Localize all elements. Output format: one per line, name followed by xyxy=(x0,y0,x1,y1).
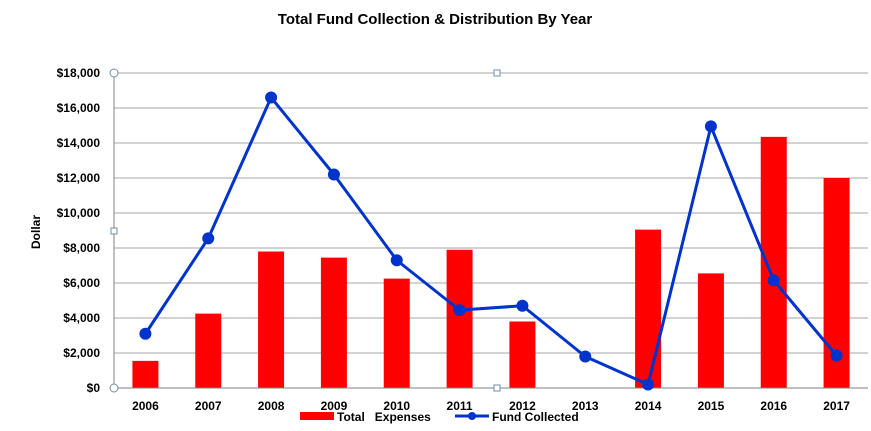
bar-expenses-2009 xyxy=(320,257,347,388)
x-tick-label: 2007 xyxy=(195,399,222,413)
point-fund-2013 xyxy=(579,350,592,363)
y-axis-label: Dollar xyxy=(29,215,43,249)
selection-handle-corner[interactable] xyxy=(109,68,119,78)
bar-expenses-2012 xyxy=(509,321,536,388)
bar-expenses-2010 xyxy=(383,278,410,388)
legend-label-fund: Fund Collected xyxy=(492,410,579,424)
selection-handles xyxy=(109,68,501,393)
x-tick-label: 2008 xyxy=(258,399,285,413)
x-tick-label: 2015 xyxy=(698,399,725,413)
x-tick-label: 2009 xyxy=(321,399,348,413)
selection-handle-side[interactable] xyxy=(493,384,501,392)
y-tick-label: $4,000 xyxy=(63,311,100,325)
y-axis-ticks: $0 $2,000 $4,000 $6,000 $8,000 $10,000 $12,000… xyxy=(57,66,101,395)
x-tick-label: 2017 xyxy=(823,399,850,413)
point-fund-2008 xyxy=(265,91,278,104)
x-tick-label: 2013 xyxy=(572,399,599,413)
selection-handle-side[interactable] xyxy=(110,227,118,235)
legend-label-expenses: Total Expenses xyxy=(337,410,431,424)
y-tick-label: $12,000 xyxy=(57,171,101,185)
legend-swatch-fund-marker xyxy=(468,412,476,420)
point-fund-2012 xyxy=(516,299,529,312)
x-tick-label: 2011 xyxy=(447,399,473,413)
bar-expenses-2011 xyxy=(446,249,473,388)
point-fund-2015 xyxy=(704,120,717,133)
chart-title: Total Fund Collection & Distribution By … xyxy=(278,11,593,28)
y-tick-label: $14,000 xyxy=(57,136,101,150)
y-tick-label: $16,000 xyxy=(57,101,101,115)
x-axis-ticks: 2006 2007 2008 2009 2010 2011 2012 2013 2014 2015… xyxy=(132,399,850,413)
bar-expenses-2014 xyxy=(635,229,662,388)
point-fund-2009 xyxy=(327,168,340,181)
y-tick-label: $6,000 xyxy=(63,276,100,290)
point-fund-2016 xyxy=(767,274,780,287)
y-tick-label: $2,000 xyxy=(63,346,100,360)
point-fund-2014 xyxy=(642,378,655,391)
point-fund-2010 xyxy=(390,254,403,267)
point-fund-2007 xyxy=(202,232,215,245)
line-fund-collected xyxy=(144,96,838,386)
grid-lines xyxy=(114,72,868,354)
bar-expenses-2016 xyxy=(760,136,787,388)
line-series xyxy=(139,91,843,391)
bar-expenses-2007 xyxy=(195,313,222,388)
y-tick-label: $8,000 xyxy=(63,241,100,255)
x-tick-label: 2016 xyxy=(760,399,787,413)
point-fund-2006 xyxy=(139,327,152,340)
x-tick-label: 2010 xyxy=(383,399,410,413)
bar-expenses-2006 xyxy=(132,360,159,388)
y-tick-label: $18,000 xyxy=(57,66,101,80)
y-tick-label: $10,000 xyxy=(57,206,101,220)
x-tick-label: 2012 xyxy=(509,399,536,413)
legend-swatch-expenses xyxy=(300,412,334,420)
bar-expenses-2015 xyxy=(697,273,724,388)
point-fund-2017 xyxy=(830,349,843,362)
x-tick-label: 2006 xyxy=(132,399,159,413)
selection-handle-corner[interactable] xyxy=(109,383,119,393)
x-tick-label: 2014 xyxy=(635,399,662,413)
y-tick-label: $0 xyxy=(87,381,101,395)
legend: Total Expenses Fund Collected xyxy=(300,410,579,424)
point-fund-2011 xyxy=(453,304,466,317)
bar-expenses-2008 xyxy=(258,251,285,388)
bar-series xyxy=(132,136,850,388)
selection-handle-side[interactable] xyxy=(493,69,501,77)
